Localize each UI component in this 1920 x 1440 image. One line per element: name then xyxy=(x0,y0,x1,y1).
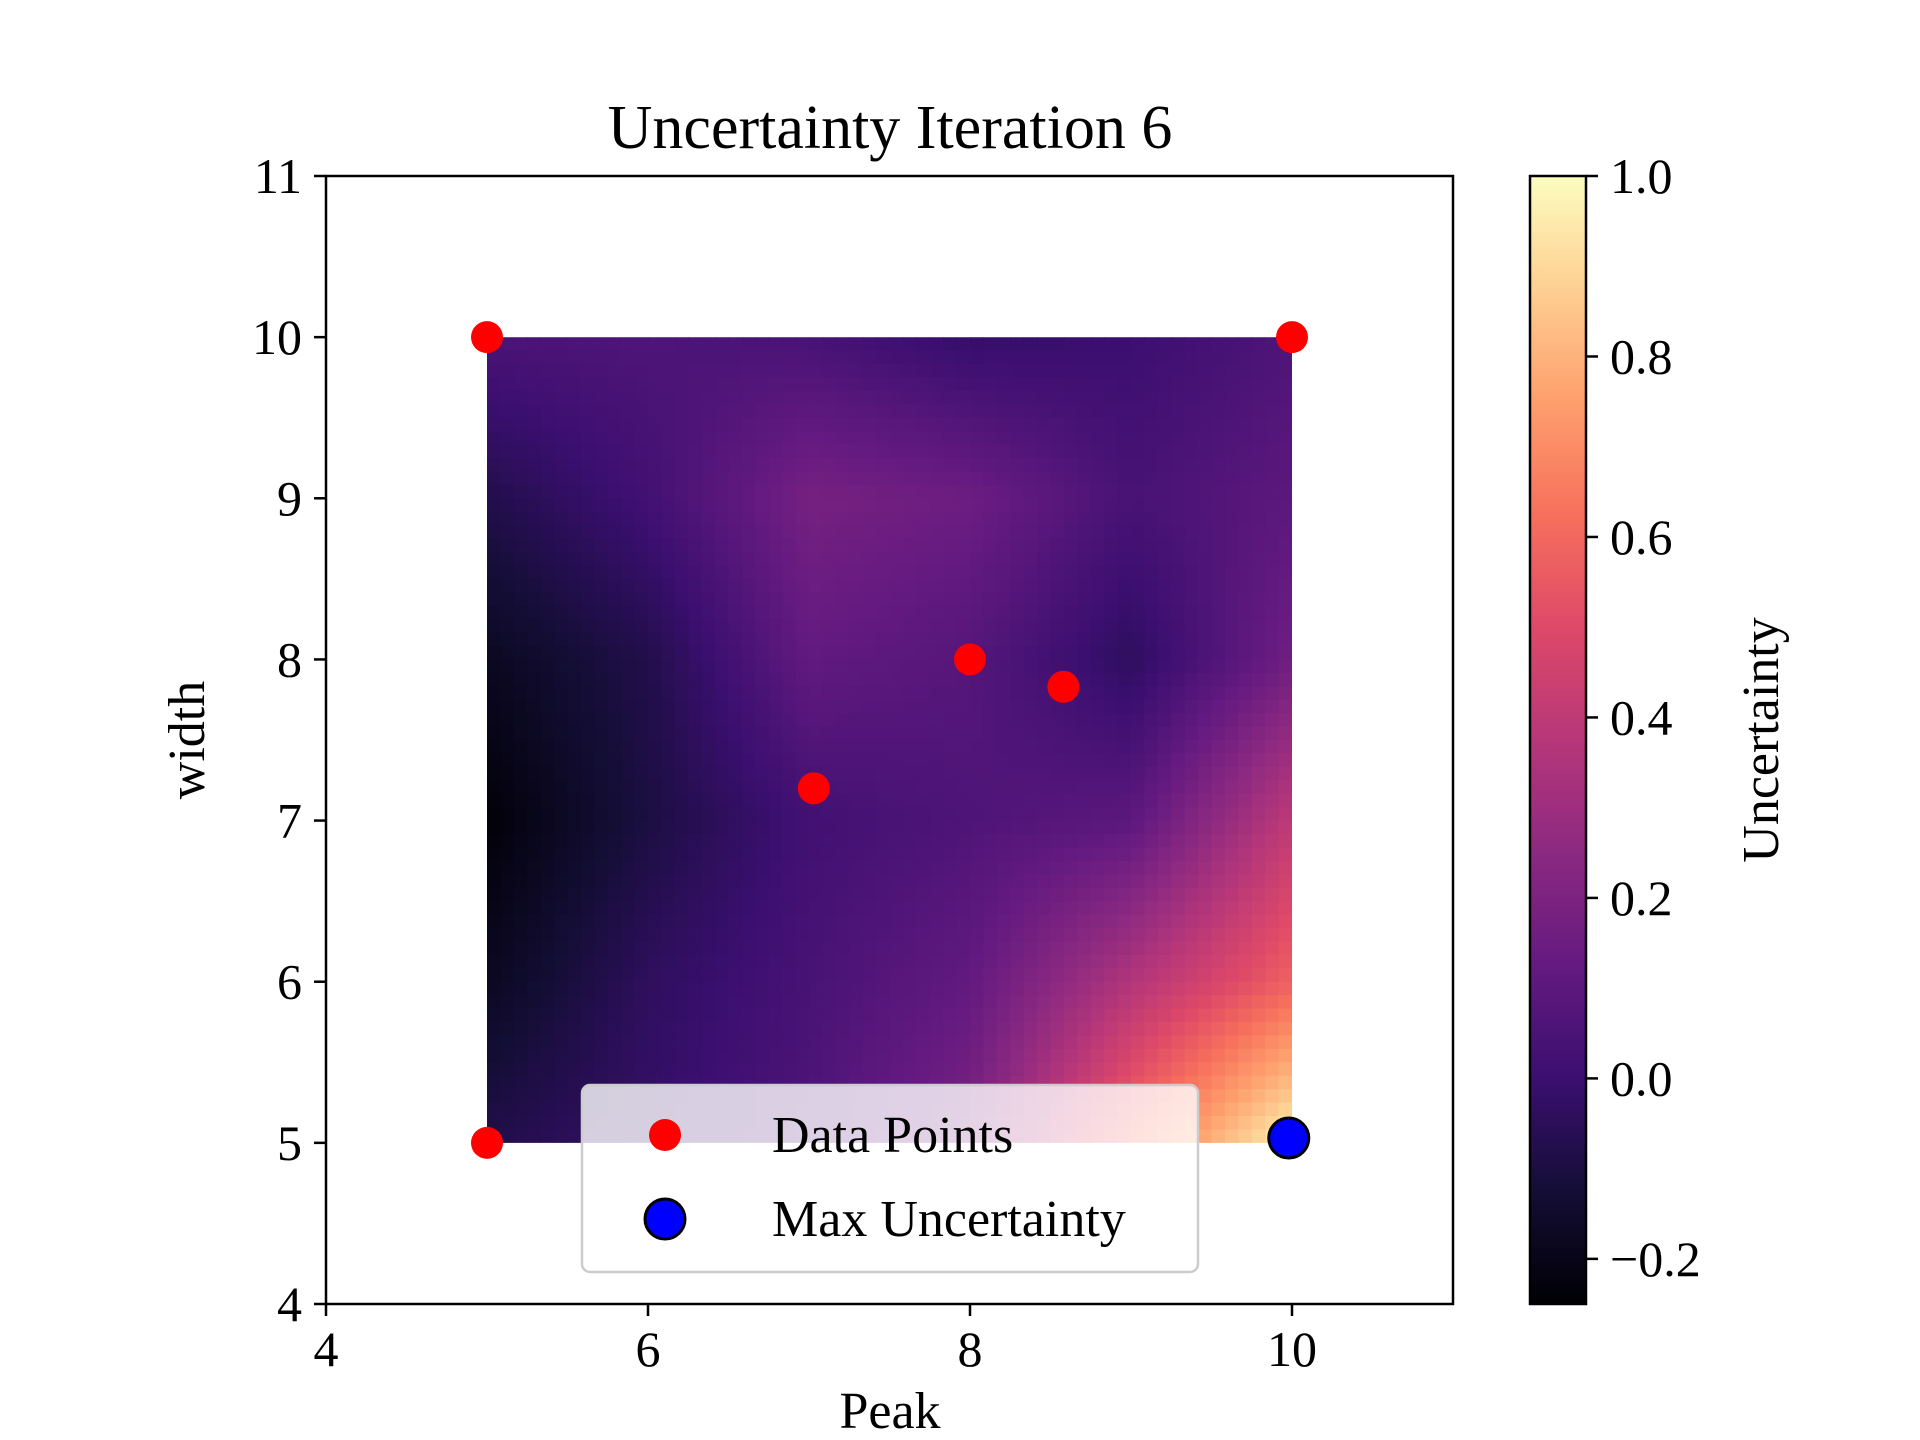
x-tick-label: 6 xyxy=(636,1321,661,1377)
colorbar-tick-label: 0.4 xyxy=(1610,689,1673,745)
legend-label-data-points: Data Points xyxy=(772,1107,1013,1164)
y-tick-label: 6 xyxy=(277,954,302,1010)
y-tick-label: 7 xyxy=(277,793,302,849)
legend-box xyxy=(580,1083,1200,1274)
y-tick-label: 9 xyxy=(277,470,302,526)
legend-marker-max-uncertainty xyxy=(643,1197,687,1241)
x-axis-label: Peak xyxy=(839,1383,940,1440)
colorbar-tick-label: 1.0 xyxy=(1610,148,1673,204)
colorbar-tick-label: 0.8 xyxy=(1610,328,1673,384)
y-tick-label: 11 xyxy=(254,148,302,204)
scatter-points xyxy=(471,321,1311,1160)
data-point xyxy=(471,1126,503,1159)
legend-label-max-uncertainty: Max Uncertainty xyxy=(772,1191,1126,1248)
x-tick-label: 10 xyxy=(1267,1321,1317,1377)
x-tick-label: 4 xyxy=(314,1321,339,1377)
y-axis-ticks: 4 5 6 7 8 9 10 11 xyxy=(252,148,326,1332)
x-tick-label: 8 xyxy=(958,1321,983,1377)
chart-title: Uncertainty Iteration 6 xyxy=(608,94,1173,162)
legend-marker-data-points xyxy=(649,1119,681,1151)
colorbar-ticks: −0.2 0.0 0.2 0.4 0.6 0.8 1.0 xyxy=(1586,148,1701,1287)
colorbar-tick-label: 0.2 xyxy=(1610,870,1673,926)
colorbar xyxy=(1528,174,1588,1306)
y-axis-label: width xyxy=(159,681,216,799)
data-point xyxy=(1276,321,1308,354)
colorbar-tick-label: 0.0 xyxy=(1610,1050,1673,1106)
max-uncertainty-point xyxy=(1267,1116,1311,1160)
data-point xyxy=(1047,670,1080,703)
data-point xyxy=(954,643,986,676)
colorbar-label: Uncertainty xyxy=(1733,617,1790,862)
data-point xyxy=(797,772,830,805)
data-point xyxy=(471,321,503,354)
colorbar-tick-label: 0.6 xyxy=(1610,509,1673,565)
y-tick-label: 5 xyxy=(277,1115,302,1171)
legend: Data Points Max Uncertainty xyxy=(580,1083,1200,1274)
y-tick-label: 8 xyxy=(277,631,302,687)
heatmap xyxy=(487,337,1292,1143)
x-axis-ticks: 4 6 8 10 xyxy=(314,1304,1317,1377)
colorbar-tick-label: −0.2 xyxy=(1610,1231,1701,1287)
y-tick-label: 10 xyxy=(252,309,302,365)
y-tick-label: 4 xyxy=(277,1276,302,1332)
plot-frame xyxy=(324,174,1455,1306)
